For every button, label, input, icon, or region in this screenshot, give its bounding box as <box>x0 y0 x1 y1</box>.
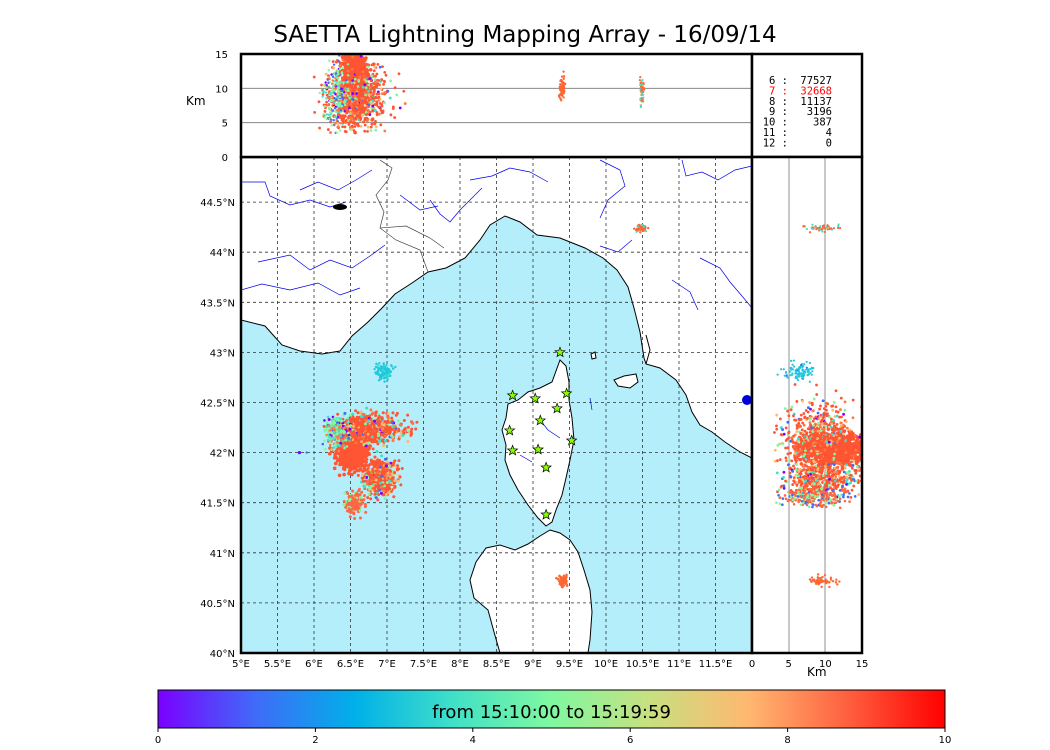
colorbar-ticks: 0 2 4 6 8 10 <box>155 728 952 746</box>
map-y-tick-label: 42.5°N <box>200 398 235 409</box>
lon-altitude-points <box>312 54 646 135</box>
map-x-tick-label: 11°E <box>667 659 691 670</box>
sensor-stations <box>503 346 578 520</box>
map-y-tick-label: 41°N <box>210 549 235 560</box>
lon-panel-ylabel: Km <box>186 94 206 108</box>
map-y-tick-label: 41.5°N <box>200 499 235 510</box>
map-x-tick-label: 6°E <box>305 659 323 670</box>
national-border <box>379 225 445 249</box>
station-star <box>551 402 563 414</box>
map-y-tick-label: 43.5°N <box>200 298 235 309</box>
station-count-value: 11137 <box>800 96 832 108</box>
map-panel: 5°E 5.5°E 6°E 6.5°E 7°E 7.5°E 8°E 8.5°E 9°E 9.5°E… <box>200 155 754 670</box>
station-count-label: 12 : <box>763 137 788 149</box>
colorbar-tick-label: 6 <box>627 735 633 746</box>
station-star <box>540 461 553 473</box>
coastline <box>645 334 651 365</box>
station-count-label: 11 : <box>763 127 788 139</box>
map-y-tick-label: 40°N <box>210 649 235 660</box>
station-star <box>506 444 519 456</box>
map-y-tick-label: 40.5°N <box>200 599 235 610</box>
colorbar-tick-label: 4 <box>470 735 476 746</box>
station-star <box>554 346 566 358</box>
station-count-label: 10 : <box>763 117 788 129</box>
station-count-value: 77527 <box>800 75 832 87</box>
station-star <box>534 414 547 426</box>
blue-marker <box>742 395 752 405</box>
colorbar-tick-label: 10 <box>939 735 952 746</box>
station-star <box>540 508 553 520</box>
map-x-ticks: 5°E 5.5°E 6°E 6.5°E 7°E 7.5°E 8°E 8.5°E 9°E 9.5°E… <box>232 659 732 670</box>
map-lightning-points <box>297 223 650 589</box>
station-count-value: 3196 <box>807 106 832 118</box>
map-y-tick-label: 43°N <box>210 348 235 359</box>
lat-panel-xlabel: Km <box>807 665 827 679</box>
lat-panel-x-tick-label: 10 <box>819 659 832 670</box>
lon-panel-y-tick-label: 5 <box>222 119 228 130</box>
map-x-tick-label: 7.5°E <box>410 659 437 670</box>
station-star <box>506 389 519 401</box>
colorbar-tick-label: 0 <box>155 735 161 746</box>
colorbar: 0 2 4 6 8 10 <box>155 689 952 746</box>
station-count-value: 387 <box>813 117 832 129</box>
lat-panel-x-tick-label: 0 <box>749 659 755 670</box>
map-x-tick-label: 9°E <box>524 659 542 670</box>
chart-title: SAETTA Lightning Mapping Array - 16/09/1… <box>273 22 777 48</box>
elba-island <box>613 373 639 389</box>
national-border <box>375 159 429 273</box>
lat-panel-x-tick-label: 15 <box>856 659 869 670</box>
station-count-value: 32668 <box>800 85 832 97</box>
altitude-latitude-points <box>773 223 862 589</box>
station-star <box>529 392 542 404</box>
map-x-tick-label: 5.5°E <box>264 659 291 670</box>
map-x-tick-label: 10°E <box>594 659 618 670</box>
lat-panel-x-tick-label: 5 <box>785 659 791 670</box>
map-x-tick-label: 11.5°E <box>699 659 733 670</box>
lon-panel-y-tick-label: 15 <box>215 50 228 61</box>
capraia-island <box>590 351 597 360</box>
station-count-value: 4 <box>826 127 832 139</box>
station-star <box>503 424 516 436</box>
map-x-tick-label: 8°E <box>451 659 469 670</box>
station-count-panel: 6 : 77527 7 : 32668 8 : 11137 9 : 3196 10 : 387 11… <box>750 52 864 159</box>
station-star <box>560 387 573 399</box>
lat-panel-x-ticks: 0 5 10 15 <box>749 659 869 670</box>
map-x-tick-label: 9.5°E <box>556 659 583 670</box>
map-y-tick-label: 42°N <box>210 449 235 460</box>
colorbar-tick-label: 8 <box>784 735 790 746</box>
lon-panel-y-ticks: 0 5 10 15 <box>215 50 228 164</box>
station-count-label: 6 : <box>769 75 788 87</box>
station-star <box>532 443 545 455</box>
lon-panel-y-tick-label: 10 <box>215 84 228 95</box>
map-x-tick-label: 6.5°E <box>337 659 364 670</box>
colorbar-gradient <box>157 689 946 729</box>
map-y-tick-label: 44.5°N <box>200 198 235 209</box>
station-star <box>565 434 578 446</box>
station-count-label: 8 : <box>769 96 788 108</box>
colorbar-label: from 15:10:00 to 15:19:59 <box>432 702 671 723</box>
map-y-ticks: 40°N 40.5°N 41°N 41.5°N 42°N 42.5°N 43°N 43.5°N… <box>200 198 235 660</box>
sardinia-island <box>469 529 593 653</box>
lake <box>333 204 347 210</box>
map-x-tick-label: 10.5°E <box>626 659 660 670</box>
longitude-altitude-panel: 0 5 10 15 Km <box>186 50 754 164</box>
map-y-tick-label: 44°N <box>210 248 235 259</box>
map-x-tick-label: 5°E <box>232 659 250 670</box>
station-count-label: 9 : <box>769 106 788 118</box>
station-count-label: 7 : <box>769 85 788 97</box>
map-x-tick-label: 8.5°E <box>483 659 510 670</box>
lon-panel-y-tick-label: 0 <box>222 153 228 164</box>
station-count-value: 0 <box>826 137 832 149</box>
altitude-latitude-panel: 0 5 10 15 Km <box>749 155 869 679</box>
rivers <box>241 159 752 463</box>
colorbar-tick-label: 2 <box>312 735 318 746</box>
map-x-tick-label: 7°E <box>378 659 396 670</box>
